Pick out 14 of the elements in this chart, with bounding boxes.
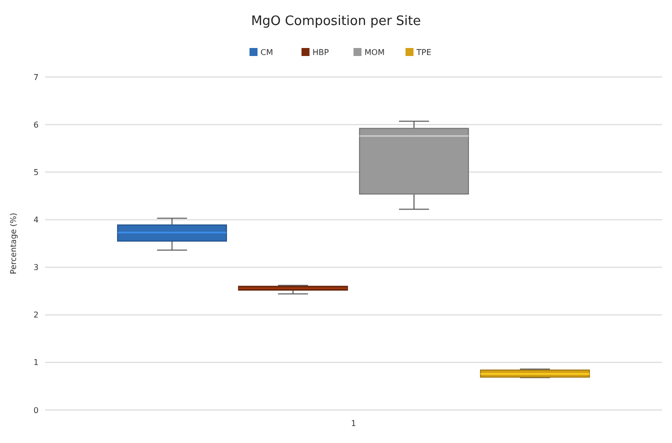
chart-title: MgO Composition per Site	[251, 14, 421, 29]
legend-label: MOM	[364, 48, 385, 57]
y-tick-label: 7	[33, 72, 39, 82]
y-axis-title: Percentage (%)	[9, 212, 18, 274]
y-tick-label: 6	[33, 120, 39, 130]
y-tick-label: 1	[33, 358, 39, 368]
legend-label: TPE	[416, 48, 432, 57]
legend-label: HBP	[312, 48, 330, 57]
y-tick-label: 4	[33, 216, 39, 225]
y-tick-label: 3	[33, 263, 39, 272]
y-tick-label: 5	[33, 168, 39, 177]
y-tick-label: 0	[33, 406, 39, 415]
y-tick-label: 2	[33, 310, 39, 320]
legend-label: CM	[260, 48, 274, 57]
